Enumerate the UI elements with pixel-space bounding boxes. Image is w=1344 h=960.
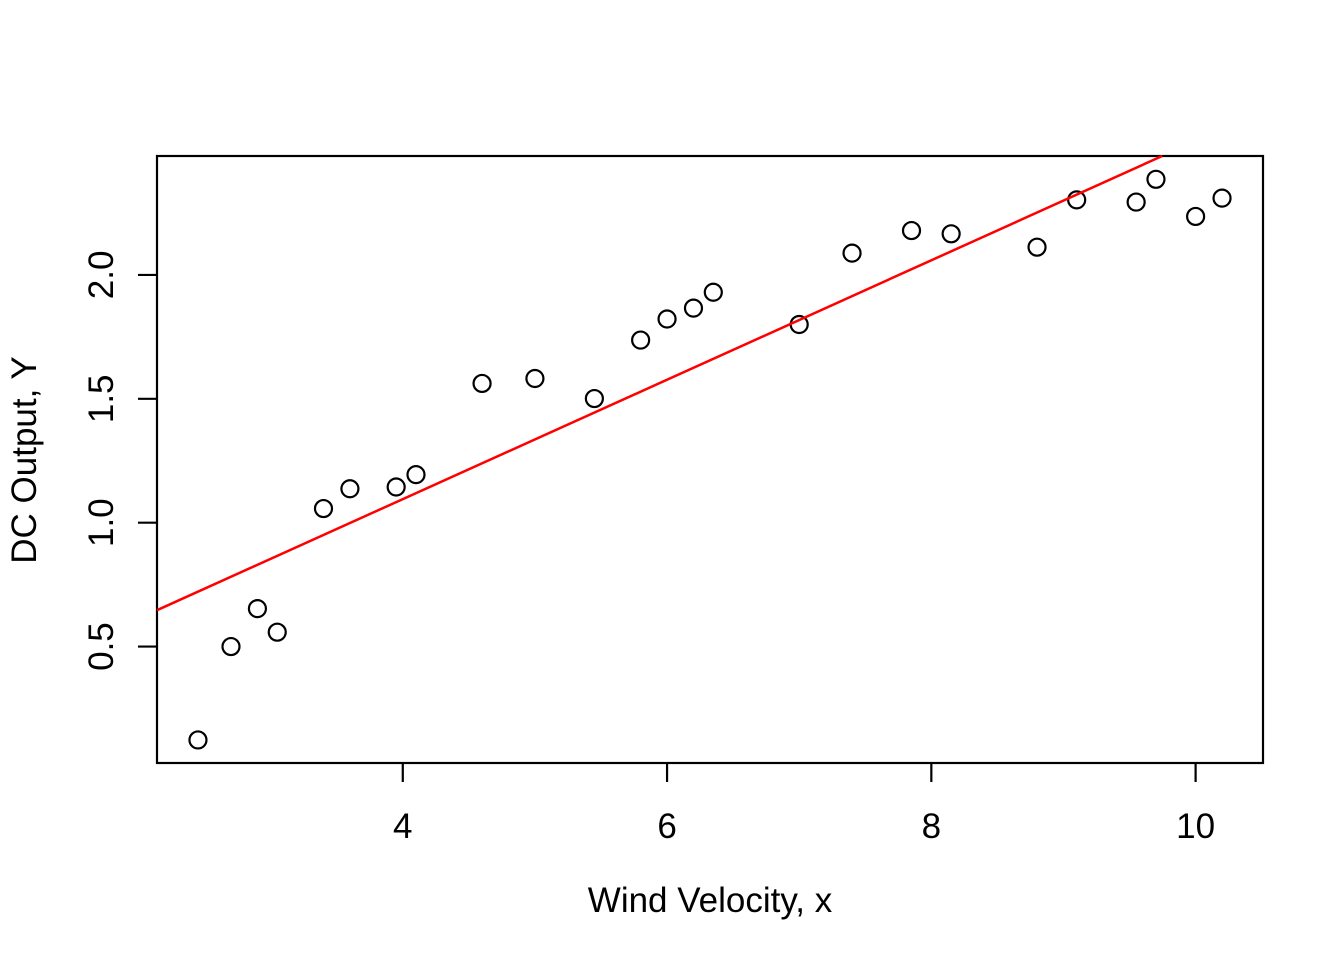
- plot-box: [155, 154, 1265, 765]
- data-point: [1146, 169, 1166, 189]
- data-point: [472, 373, 492, 394]
- y-tick-label: 1.5: [82, 374, 121, 423]
- data-point: [1186, 206, 1206, 227]
- x-tick-label: 10: [1176, 807, 1215, 846]
- data-point: [221, 636, 241, 657]
- data-point: [1212, 188, 1232, 208]
- data-point: [703, 282, 723, 302]
- x-tick-label: 6: [657, 807, 676, 846]
- data-point: [267, 622, 287, 642]
- data-point: [406, 465, 426, 485]
- data-point: [941, 224, 961, 244]
- data-point: [1126, 192, 1146, 212]
- data-point: [386, 477, 406, 497]
- x-tick-label: 4: [393, 807, 412, 846]
- data-point: [340, 479, 360, 499]
- y-tick-label: 1.0: [82, 498, 121, 547]
- data-point: [584, 388, 604, 409]
- data-point: [247, 599, 268, 619]
- chart-layer: 4 6 8 10 0.5 1.0 1.5 2.0: [82, 154, 1265, 846]
- x-axis-title: Wind Velocity, x: [588, 881, 833, 920]
- data-point: [188, 730, 208, 750]
- data-point: [1027, 237, 1047, 257]
- y-tick-label: 2.0: [82, 251, 121, 300]
- data-point: [1067, 190, 1087, 210]
- y-axis-title: DC Output, Y: [5, 356, 44, 564]
- regression-line: [156, 154, 1163, 612]
- data-point: [657, 309, 677, 329]
- data-point: [525, 368, 545, 389]
- data-point: [631, 330, 651, 350]
- x-tick-label: 8: [922, 807, 941, 846]
- data-point: [313, 498, 334, 519]
- data-point: [683, 298, 704, 318]
- data-point: [901, 220, 922, 241]
- y-tick-label: 0.5: [82, 622, 121, 671]
- data-point: [842, 243, 862, 263]
